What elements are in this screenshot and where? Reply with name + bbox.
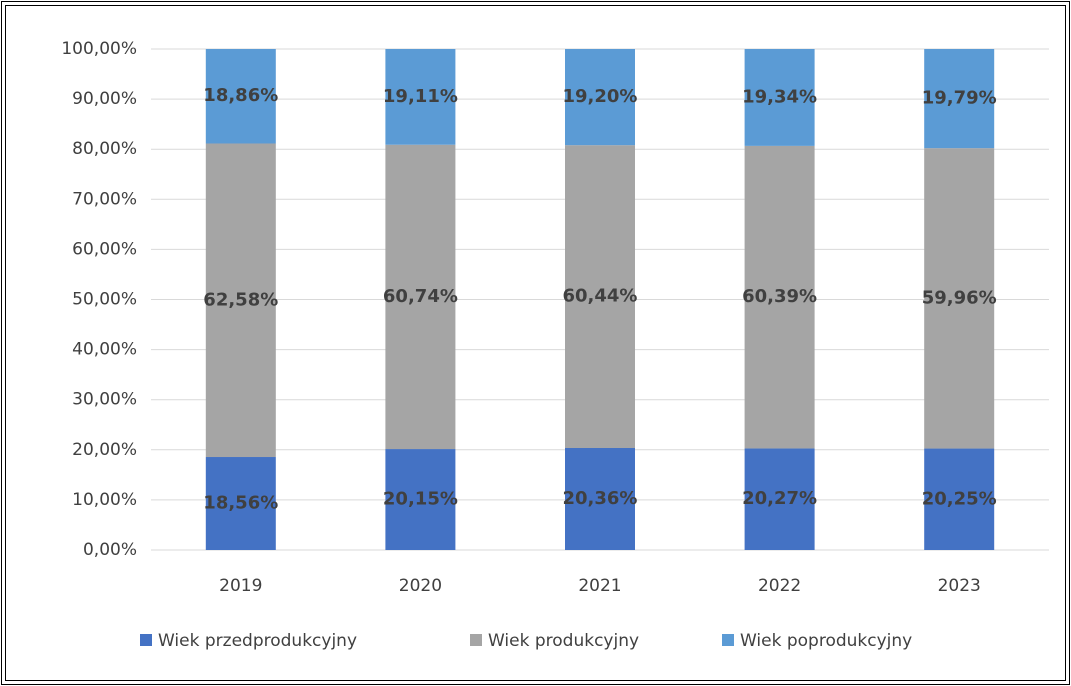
data-label: 60,44% — [563, 286, 638, 307]
data-label: 19,11% — [383, 86, 458, 107]
data-label: 62,58% — [203, 289, 278, 310]
bar-segment — [565, 49, 635, 146]
bar-segment — [385, 49, 456, 145]
data-label: 20,25% — [922, 488, 997, 509]
bar-segment — [924, 448, 995, 550]
y-tick-label: 80,00% — [72, 139, 137, 159]
bar-segment — [385, 144, 456, 450]
data-label: 19,20% — [563, 86, 638, 107]
data-label: 19,79% — [922, 88, 997, 109]
y-tick-label: 100,00% — [61, 39, 137, 59]
bar-segment — [565, 447, 635, 550]
x-tick-label: 2019 — [219, 576, 262, 596]
data-label: 20,36% — [563, 488, 638, 509]
data-label: 60,74% — [383, 286, 458, 307]
y-tick-label: 40,00% — [72, 340, 137, 360]
bar-segment — [205, 457, 276, 550]
y-tick-label: 70,00% — [72, 189, 137, 209]
y-tick-label: 20,00% — [72, 440, 137, 460]
legend-marker — [470, 634, 482, 646]
data-label: 19,34% — [742, 86, 817, 107]
bar-segment — [924, 148, 995, 449]
legend-label: Wiek przedprodukcyjny — [158, 631, 357, 651]
data-label: 60,39% — [742, 286, 817, 307]
bar-segment — [924, 49, 995, 149]
frame-inner — [5, 5, 1066, 681]
bar-segment — [744, 448, 815, 550]
y-tick-label: 90,00% — [72, 89, 137, 109]
data-label: 18,86% — [203, 85, 278, 106]
bar-segment — [205, 49, 276, 144]
bar-segment — [744, 49, 815, 146]
data-label: 20,27% — [742, 488, 817, 509]
bar-segment — [205, 143, 276, 458]
y-tick-label: 60,00% — [72, 239, 137, 259]
legend-label: Wiek poprodukcyjny — [740, 631, 912, 651]
y-tick-label: 0,00% — [83, 540, 137, 560]
data-label: 18,56% — [203, 493, 278, 514]
data-label: 59,96% — [922, 287, 997, 308]
y-tick-label: 10,00% — [72, 490, 137, 510]
bar-segment — [385, 449, 456, 550]
legend-label: Wiek produkcyjny — [488, 631, 639, 651]
x-tick-label: 2021 — [578, 576, 621, 596]
x-tick-label: 2022 — [758, 576, 801, 596]
x-tick-label: 2023 — [938, 576, 981, 596]
data-label: 20,15% — [383, 489, 458, 510]
legend-marker — [140, 634, 152, 646]
bar-segment — [744, 145, 815, 449]
y-tick-label: 50,00% — [72, 290, 137, 310]
bar-segment — [565, 145, 635, 448]
legend-marker — [722, 634, 734, 646]
x-tick-label: 2020 — [399, 576, 442, 596]
y-tick-label: 30,00% — [72, 390, 137, 410]
